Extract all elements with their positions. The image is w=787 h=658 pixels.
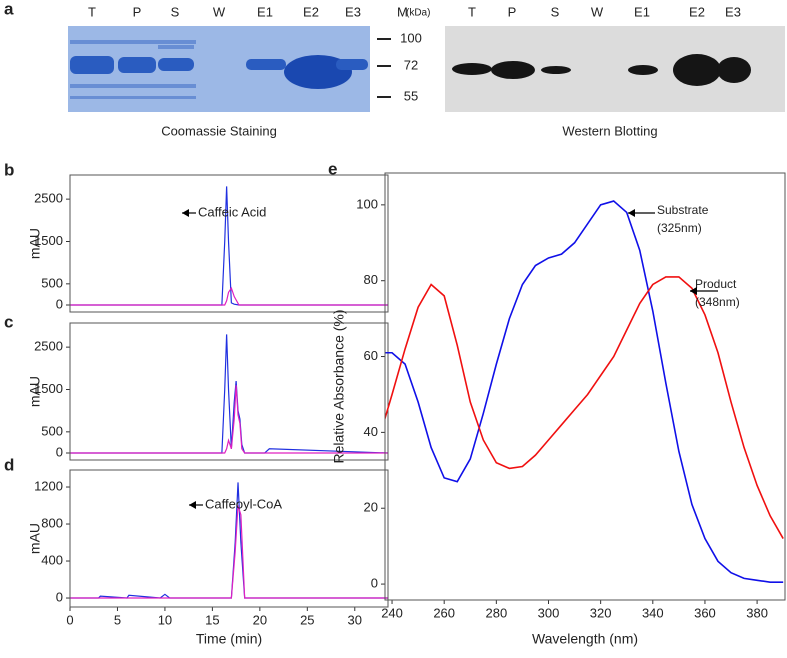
y-tick-label: 1200 (34, 478, 63, 493)
lane-label: S (551, 4, 560, 19)
y-tick-label: 2500 (34, 191, 63, 206)
y-tick-label: 400 (41, 552, 63, 567)
lane-label: E2 (303, 4, 319, 19)
y-tick-label: 500 (41, 275, 63, 290)
y-axis-label: mAU (27, 523, 43, 554)
y-axis-label: Relative Absorbance (%) (331, 309, 347, 463)
plot-frame (69, 322, 389, 461)
blot-bands (452, 54, 751, 86)
x-tick-label: 300 (538, 605, 560, 620)
x-tick-label: 320 (590, 605, 612, 620)
lane-label: E1 (634, 4, 650, 19)
series-line (70, 385, 388, 454)
gel-bands (70, 40, 368, 99)
y-tick-label: 0 (56, 589, 63, 604)
panel-label: b (4, 160, 14, 179)
x-tick-label: 240 (381, 605, 403, 620)
series-line (70, 286, 388, 306)
lane-label: T (468, 4, 476, 19)
arrow-head (189, 501, 196, 509)
series-line (385, 200, 784, 583)
x-tick-label: 340 (642, 605, 664, 620)
caption: Coomassie Staining (161, 123, 277, 138)
y-tick-label: 0 (56, 444, 63, 459)
x-tick-label: 10 (158, 612, 172, 627)
y-tick-label: 20 (364, 500, 378, 515)
lane-label: E3 (725, 4, 741, 19)
lane-label: E3 (345, 4, 361, 19)
plot-frame (69, 174, 389, 313)
x-tick-label: 30 (348, 612, 362, 627)
annotation: Caffeoyl-CoA (205, 496, 282, 511)
y-tick-label: 1500 (34, 233, 63, 248)
marker-label: M (397, 4, 408, 19)
arrow-head (690, 287, 697, 295)
arrow-head (182, 209, 189, 217)
y-tick-label: 500 (41, 423, 63, 438)
series-line (70, 186, 388, 306)
y-tick-label: 0 (371, 576, 378, 591)
x-tick-label: 0 (66, 612, 73, 627)
lane-label: P (133, 4, 142, 19)
annotation: (348nm) (695, 295, 740, 309)
y-tick-label: 1500 (34, 381, 63, 396)
annotation: Product (695, 277, 737, 291)
plot-frame (384, 172, 786, 601)
lane-label: W (213, 4, 226, 19)
marker-size: 100 (400, 30, 422, 45)
x-tick-label: 380 (746, 605, 768, 620)
annotation: (325nm) (657, 221, 702, 235)
lane-label: E2 (689, 4, 705, 19)
x-tick-label: 15 (205, 612, 219, 627)
caption: Western Blotting (562, 123, 657, 138)
annotation: Caffeic Acid (198, 204, 266, 219)
x-axis-label: Wavelength (nm) (532, 631, 638, 647)
y-axis-label: mAU (27, 376, 43, 407)
x-axis-label: Time (min) (196, 631, 262, 647)
x-tick-label: 25 (300, 612, 314, 627)
marker-lines (377, 38, 391, 98)
plot-frame (69, 469, 389, 608)
series-line (385, 276, 784, 539)
series-line (70, 482, 388, 599)
lane-label: W (591, 4, 604, 19)
lane-label: T (88, 4, 96, 19)
y-tick-label: 0 (56, 296, 63, 311)
panel-label: a (4, 0, 14, 18)
x-tick-label: 20 (253, 612, 267, 627)
y-tick-label: 40 (364, 424, 378, 439)
y-tick-label: 80 (364, 272, 378, 287)
marker-size: 55 (404, 88, 418, 103)
panel-label: c (4, 312, 13, 331)
x-tick-label: 5 (114, 612, 121, 627)
y-tick-label: 800 (41, 515, 63, 530)
y-axis-label: mAU (27, 228, 43, 259)
lane-label: E1 (257, 4, 273, 19)
marker-unit: (kDa) (406, 8, 430, 19)
x-tick-label: 280 (485, 605, 507, 620)
series-line (70, 505, 388, 599)
panel-label: e (328, 159, 337, 178)
annotation: Substrate (657, 203, 709, 217)
lane-label: P (508, 4, 517, 19)
y-tick-label: 60 (364, 348, 378, 363)
y-tick-label: 100 (356, 196, 378, 211)
y-tick-label: 2500 (34, 339, 63, 354)
marker-size: 72 (404, 57, 418, 72)
lane-label: S (171, 4, 180, 19)
x-tick-label: 260 (433, 605, 455, 620)
arrow-head (628, 209, 635, 217)
x-tick-label: 360 (694, 605, 716, 620)
panel-label: d (4, 455, 14, 474)
